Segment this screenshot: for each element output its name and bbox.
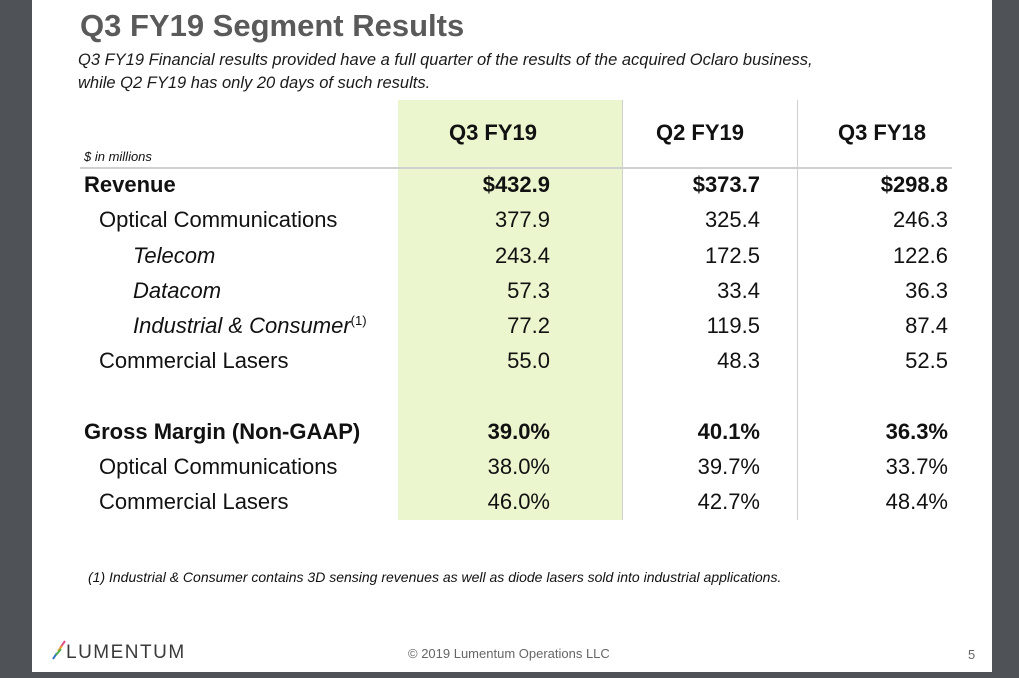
row-label: Industrial & Consumer(1)	[133, 313, 367, 339]
cell-value: 48.3	[717, 348, 760, 373]
subtitle-line-2: while Q2 FY19 has only 20 days of such r…	[78, 74, 431, 92]
cell-value: 39.0%	[487, 419, 550, 444]
cell-value: 172.5	[704, 243, 760, 268]
cell-value: 38.0%	[487, 454, 550, 479]
cell-value: 40.1%	[697, 419, 760, 444]
table-row: Commercial Lasers 55.0 48.3 52.5	[32, 344, 992, 378]
row-label-text: Telecom	[133, 243, 216, 268]
cell-value: 119.5	[706, 313, 760, 338]
cell-value: 246.3	[892, 207, 948, 232]
row-label-text: Datacom	[133, 278, 222, 303]
row-label-text: Revenue	[84, 172, 176, 197]
row-label: Datacom	[133, 278, 221, 304]
row-label: Commercial Lasers	[99, 348, 289, 374]
row-label-text: Industrial & Consumer	[133, 313, 351, 338]
cell-value: 243.4	[494, 243, 550, 268]
page-number: 5	[968, 647, 976, 662]
cell-value: 87.4	[905, 313, 948, 338]
footnote: (1) Industrial & Consumer contains 3D se…	[88, 569, 782, 585]
logo-text: LUMENTUM	[66, 642, 186, 663]
lumentum-logo: LUMENTUM	[52, 640, 186, 664]
column-divider	[797, 100, 798, 520]
logo-mark-icon	[52, 640, 66, 660]
row-label: Optical Communications	[99, 454, 337, 480]
row-label: Commercial Lasers	[99, 489, 289, 515]
highlight-column	[398, 100, 622, 520]
cell-value: $298.8	[880, 172, 948, 197]
table-row: Revenue $432.9 $373.7 $298.8	[32, 168, 992, 202]
slide: Q3 FY19 Segment Results Q3 FY19 Financia…	[32, 0, 992, 672]
table-row: Gross Margin (Non-GAAP) 39.0% 40.1% 36.3%	[32, 415, 992, 449]
cell-value: 55.0	[507, 348, 550, 373]
subtitle-line-1: Q3 FY19 Financial results provided have …	[78, 51, 813, 69]
cell-value: $373.7	[692, 172, 760, 197]
column-header-q3fy18: Q3 FY18	[837, 120, 927, 145]
cell-value: 77.2	[507, 313, 550, 338]
cell-value: 36.3%	[885, 419, 948, 444]
cell-value: 48.4%	[885, 489, 948, 514]
column-header-q2fy19: Q2 FY19	[655, 120, 745, 145]
footnote-marker: (1)	[350, 313, 367, 328]
cell-value: 325.4	[704, 207, 760, 232]
row-label: Optical Communications	[99, 207, 337, 233]
column-divider	[622, 100, 623, 520]
cell-value: 46.0%	[487, 489, 550, 514]
cell-value: 122.6	[892, 243, 948, 268]
cell-value: 52.5	[905, 348, 948, 373]
row-label-text: Commercial Lasers	[99, 489, 289, 514]
row-label-text: Optical Communications	[99, 454, 338, 479]
cell-value: 377.9	[494, 207, 550, 232]
cell-value: 33.4	[717, 278, 760, 303]
copyright: © 2019 Lumentum Operations LLC	[408, 646, 610, 661]
cell-value: 36.3	[905, 278, 948, 303]
row-label-text: Optical Communications	[99, 207, 338, 232]
cell-value: 42.7%	[697, 489, 760, 514]
row-label-text: Gross Margin (Non-GAAP)	[84, 419, 361, 444]
row-label: Telecom	[133, 243, 215, 269]
row-label: Revenue	[84, 172, 176, 198]
cell-value: $432.9	[482, 172, 550, 197]
column-header-q3fy19: Q3 FY19	[448, 120, 538, 145]
header-divider	[80, 167, 952, 169]
table-row: Datacom 57.3 33.4 36.3	[32, 274, 992, 308]
cell-value: 39.7%	[697, 454, 760, 479]
cell-value: 57.3	[507, 278, 550, 303]
units-label: $ in millions	[84, 149, 152, 164]
table-row: Telecom 243.4 172.5 122.6	[32, 239, 992, 273]
cell-value: 33.7%	[885, 454, 948, 479]
table-row: Optical Communications 377.9 325.4 246.3	[32, 203, 992, 237]
table-row: Optical Communications 38.0% 39.7% 33.7%	[32, 450, 992, 484]
row-label: Gross Margin (Non-GAAP)	[84, 419, 360, 445]
row-label-text: Commercial Lasers	[99, 348, 289, 373]
table-row: Commercial Lasers 46.0% 42.7% 48.4%	[32, 485, 992, 519]
table-row: Industrial & Consumer(1) 77.2 119.5 87.4	[32, 309, 992, 343]
slide-title: Q3 FY19 Segment Results	[80, 8, 465, 43]
